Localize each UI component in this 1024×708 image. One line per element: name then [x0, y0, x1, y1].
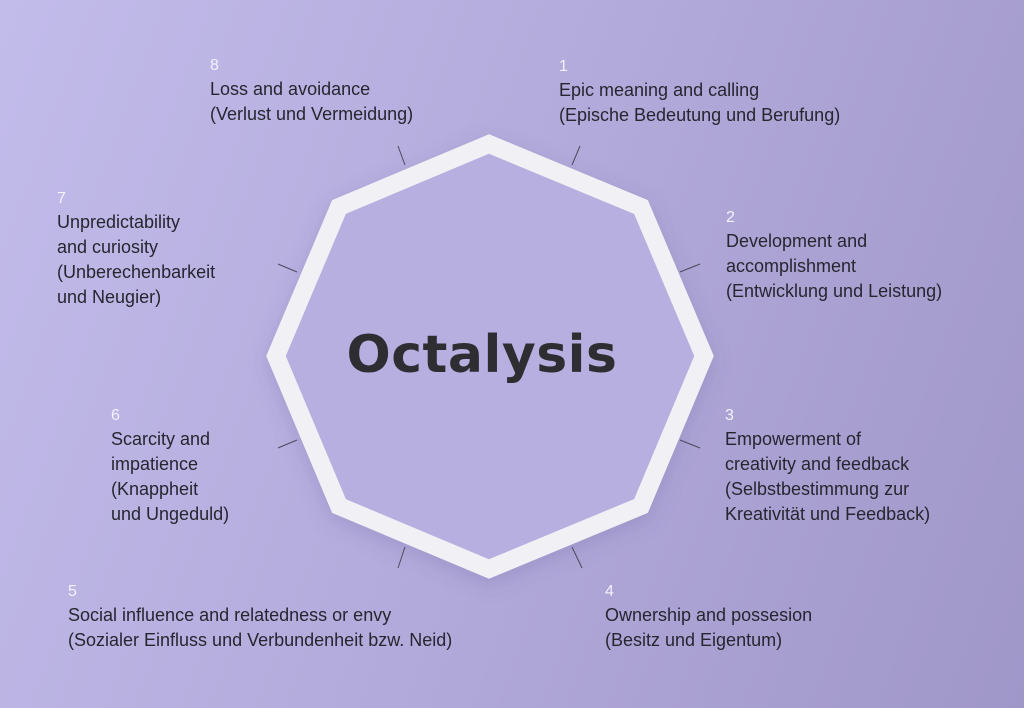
drive-text-line: Development and — [726, 231, 868, 251]
drive-label-5: 5 Social influence and relatedness or en… — [68, 581, 452, 653]
connector-tick-6 — [277, 439, 298, 449]
drive-number: 6 — [111, 407, 120, 424]
drive-number: 2 — [726, 209, 735, 226]
drive-text-line: impatience — [111, 454, 199, 474]
drive-number: 7 — [57, 190, 66, 207]
drive-number: 3 — [725, 407, 734, 424]
drive-text-line: (Verlust und Vermeidung) — [210, 104, 414, 124]
drive-text-line: Social influence and relatedness or envy — [68, 605, 392, 625]
octagon-shape — [266, 134, 714, 579]
connector-ticks — [277, 145, 701, 569]
drive-text-line: (Unberechenbarkeit — [57, 262, 216, 282]
drive-text-line: Ownership and possesion — [605, 605, 813, 625]
connector-tick-2 — [679, 263, 701, 273]
drive-text-line: Epic meaning and calling — [559, 80, 760, 100]
drive-text-line: (Knappheit — [111, 479, 199, 499]
drive-text-line: Unpredictability — [57, 212, 181, 232]
connector-tick-7 — [277, 263, 298, 273]
drive-text-line: Loss and avoidance — [210, 79, 371, 99]
drive-label-6: 6 Scarcity and impatience (Knappheit und… — [111, 405, 229, 527]
drive-text-line: creativity and feedback — [725, 454, 910, 474]
drive-number: 1 — [559, 58, 568, 75]
drive-text-line: Scarcity and — [111, 429, 211, 449]
drive-label-4: 4 Ownership and possesion (Besitz und Ei… — [605, 581, 812, 653]
drive-label-8: 8 Loss and avoidance (Verlust und Vermei… — [210, 55, 413, 127]
drive-text-line: accomplishment — [726, 256, 857, 276]
drive-text-line: und Ungeduld) — [111, 504, 230, 524]
drive-text-line: und Neugier) — [57, 287, 162, 307]
connector-tick-1 — [571, 145, 581, 166]
drive-text-line: Empowerment of — [725, 429, 862, 449]
connector-tick-3 — [679, 439, 701, 449]
connector-tick-5 — [397, 546, 406, 569]
drive-label-7: 7 Unpredictability and curiosity (Unbere… — [57, 188, 215, 310]
connector-tick-8 — [397, 145, 406, 166]
drive-text-line: (Besitz und Eigentum) — [605, 630, 783, 650]
drive-text-line: Kreativität und Feedback) — [725, 504, 931, 524]
drive-number: 5 — [68, 583, 77, 600]
drive-text-line: (Selbstbestimmung zur — [725, 479, 910, 499]
drive-text-line: and curiosity — [57, 237, 159, 257]
drive-label-3: 3 Empowerment of creativity and feedback… — [725, 405, 930, 527]
drive-number: 8 — [210, 57, 219, 74]
drive-text-line: (Epische Bedeutung und Berufung) — [559, 105, 841, 125]
drive-number: 4 — [605, 583, 614, 600]
drive-text-line: (Sozialer Einfluss und Verbundenheit bzw… — [68, 630, 453, 650]
drive-text-line: (Entwicklung und Leistung) — [726, 281, 943, 301]
drive-label-1: 1 Epic meaning and calling (Epische Bede… — [559, 56, 840, 128]
diagram-title: Octalysis — [346, 325, 618, 385]
connector-tick-4 — [571, 546, 583, 569]
drive-label-2: 2 Development and accomplishment (Entwic… — [726, 207, 942, 304]
